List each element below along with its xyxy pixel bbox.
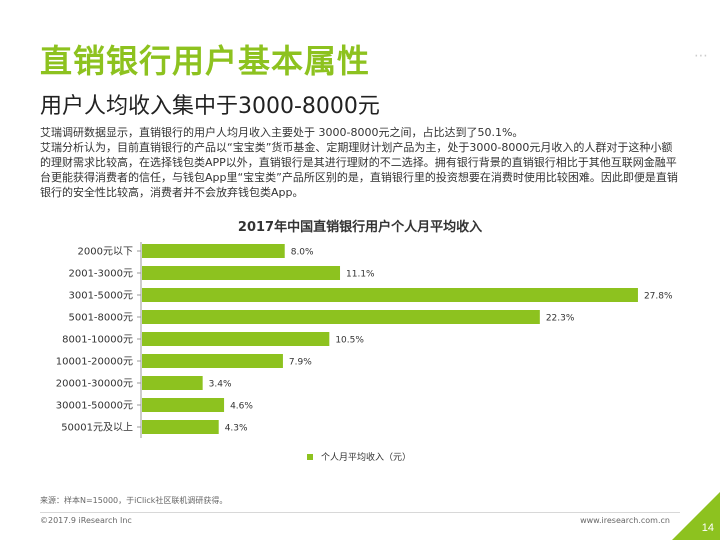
bar: [142, 288, 638, 302]
footer-divider: [40, 512, 680, 513]
bar: [142, 244, 285, 258]
more-icon: ⋯: [694, 48, 708, 64]
category-label: 10001-20000元: [56, 357, 133, 368]
legend-label: 个人月平均收入（元）: [321, 453, 412, 463]
category-label: 20001-30000元: [56, 379, 133, 390]
copyright: ©2017.9 iResearch Inc: [40, 516, 132, 525]
bar: [142, 398, 225, 412]
page-title: 直销银行用户基本属性: [40, 42, 371, 80]
value-label: 27.8%: [644, 292, 673, 302]
website-link[interactable]: www.iresearch.com.cn: [580, 516, 670, 525]
category-label: 30001-50000元: [56, 401, 133, 412]
value-label: 8.0%: [291, 248, 314, 258]
category-label: 2000元以下: [78, 247, 133, 258]
category-label: 5001-8000元: [68, 313, 133, 324]
page-number: 14: [701, 522, 714, 534]
bar: [142, 266, 341, 280]
category-label: 2001-3000元: [68, 269, 133, 280]
category-label: 8001-10000元: [62, 335, 133, 346]
chart-legend: 个人月平均收入（元）: [307, 450, 411, 463]
value-label: 11.1%: [346, 270, 375, 280]
value-label: 3.4%: [209, 380, 232, 390]
category-label: 3001-5000元: [68, 291, 133, 302]
description-line-1: 艾瑞调研数据显示，直销银行的用户人均月收入主要处于 3000-8000元之间，占…: [40, 126, 524, 139]
chart-title: 2017年中国直销银行用户个人月平均收入: [237, 220, 483, 235]
value-label: 4.6%: [230, 402, 253, 412]
legend-swatch: [307, 453, 313, 460]
corner-decoration: [672, 492, 720, 540]
category-label: 50001元及以上: [61, 422, 133, 434]
bar: [142, 420, 219, 434]
bar: [142, 376, 203, 390]
value-label: 7.9%: [289, 358, 312, 368]
source-note: 来源：样本N=15000，于iClick社区联机调研获得。: [40, 496, 228, 505]
bar: [142, 310, 540, 324]
bar: [142, 332, 330, 346]
value-label: 10.5%: [335, 336, 364, 346]
value-label: 4.3%: [225, 424, 248, 434]
value-label: 22.3%: [546, 314, 575, 324]
page-subtitle: 用户人均收入集中于3000-8000元: [40, 94, 380, 119]
description: 艾瑞调研数据显示，直销银行的用户人均月收入主要处于 3000-8000元之间，占…: [40, 125, 680, 200]
description-line-2: 艾瑞分析认为，目前直销银行的产品以“宝宝类”货币基金、定期理财计划产品为主，处于…: [40, 141, 678, 199]
bar: [142, 354, 283, 368]
